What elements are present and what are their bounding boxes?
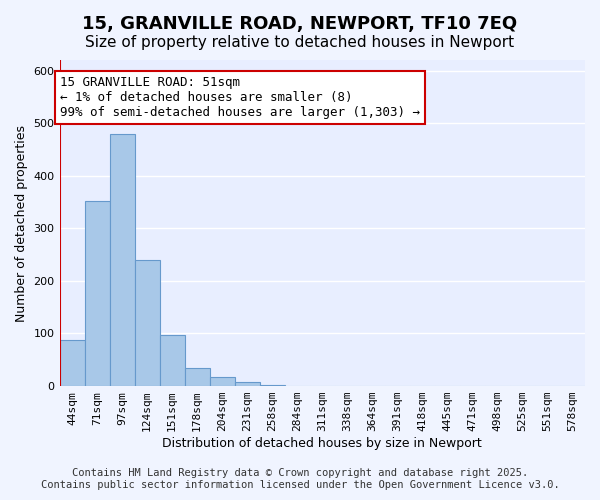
Bar	[160, 335, 185, 386]
Text: Size of property relative to detached houses in Newport: Size of property relative to detached ho…	[85, 35, 515, 50]
Bar	[134, 260, 160, 386]
Text: 15, GRANVILLE ROAD, NEWPORT, TF10 7EQ: 15, GRANVILLE ROAD, NEWPORT, TF10 7EQ	[82, 15, 518, 33]
Bar	[110, 134, 134, 386]
Bar	[260, 385, 285, 386]
Bar	[235, 382, 260, 386]
Bar	[59, 340, 85, 386]
Y-axis label: Number of detached properties: Number of detached properties	[15, 124, 28, 322]
Bar	[209, 376, 235, 386]
Bar	[185, 368, 209, 386]
Bar	[85, 201, 110, 386]
X-axis label: Distribution of detached houses by size in Newport: Distribution of detached houses by size …	[163, 437, 482, 450]
Text: Contains HM Land Registry data © Crown copyright and database right 2025.
Contai: Contains HM Land Registry data © Crown c…	[41, 468, 559, 490]
Text: 15 GRANVILLE ROAD: 51sqm
← 1% of detached houses are smaller (8)
99% of semi-det: 15 GRANVILLE ROAD: 51sqm ← 1% of detache…	[59, 76, 419, 119]
